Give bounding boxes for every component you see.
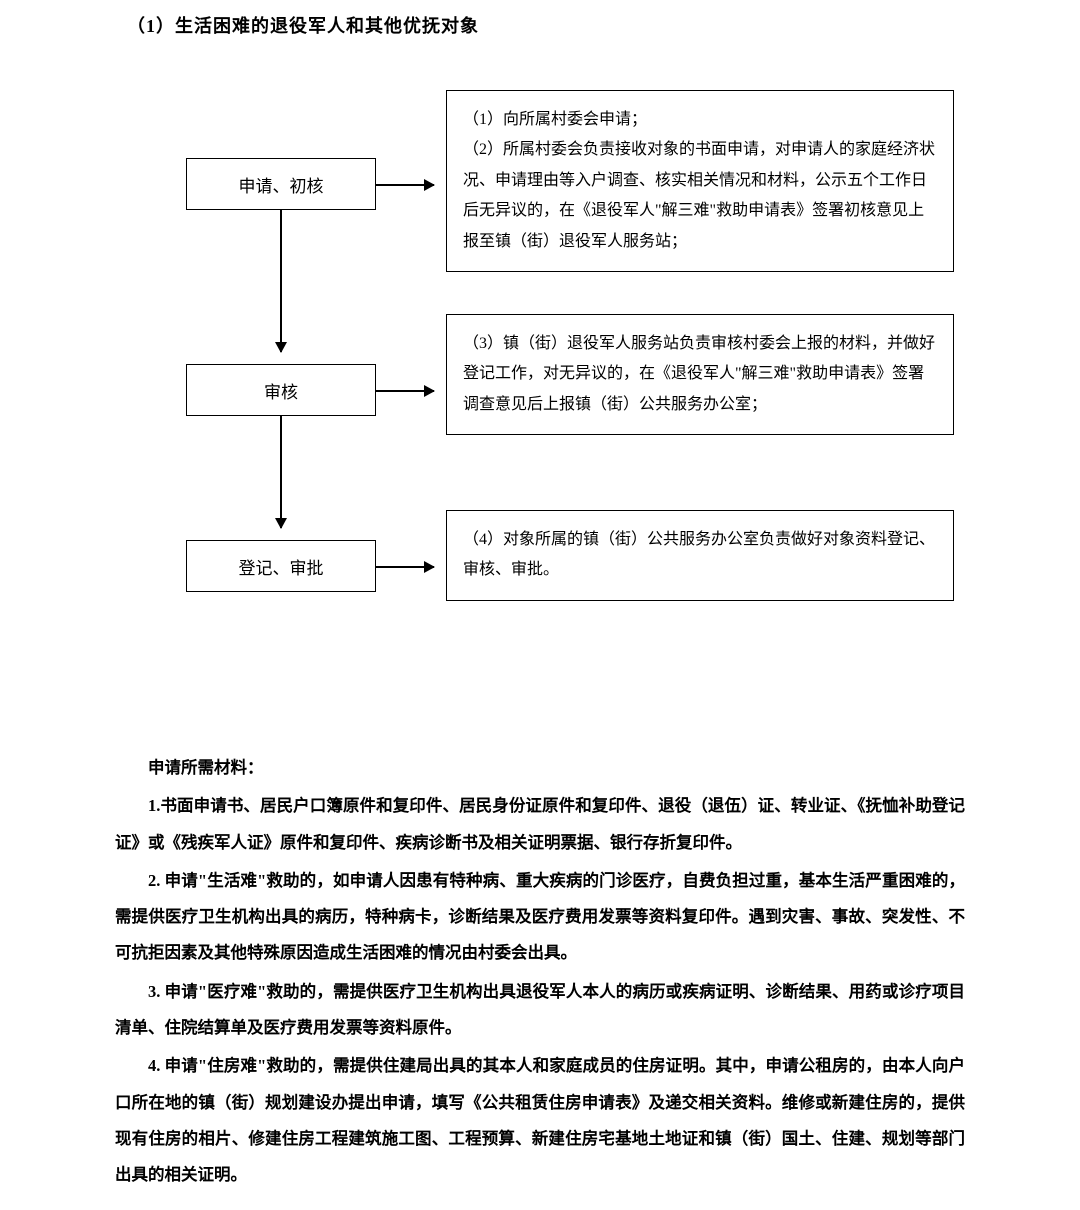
- materials-item-4: 4. 申请"住房难"救助的，需提供住建局出具的其本人和家庭成员的住房证明。其中，…: [115, 1048, 965, 1193]
- materials-item-2: 2. 申请"生活难"救助的，如申请人因患有特种病、重大疾病的门诊医疗，自费负担过…: [115, 863, 965, 972]
- materials-item-1: 1.书面申请书、居民户口簿原件和复印件、居民身份证原件和复印件、退役（退伍）证、…: [115, 788, 965, 861]
- desc-stage-1: （1）向所属村委会申请； （2）所属村委会负责接收对象的书面申请，对申请人的家庭…: [446, 90, 954, 272]
- desc-stage-3: （4）对象所属的镇（街）公共服务办公室负责做好对象资料登记、审核、审批。: [446, 510, 954, 601]
- desc-stage-3-text: （4）对象所属的镇（街）公共服务办公室负责做好对象资料登记、审核、审批。: [463, 531, 935, 578]
- desc-stage-2: （3）镇（街）退役军人服务站负责审核村委会上报的材料，并做好登记工作，对无异议的…: [446, 314, 954, 435]
- flowchart-container: 申请、初核 （1）向所属村委会申请； （2）所属村委会负责接收对象的书面申请，对…: [0, 90, 1080, 650]
- arrow-down-1-2: [280, 210, 282, 352]
- process-stage-2: 审核: [186, 364, 376, 416]
- process-stage-2-label: 审核: [264, 378, 298, 403]
- materials-item-3: 3. 申请"医疗难"救助的，需提供医疗卫生机构出具退役军人本人的病历或疾病证明、…: [115, 974, 965, 1047]
- desc-stage-1-text: （1）向所属村委会申请； （2）所属村委会负责接收对象的书面申请，对申请人的家庭…: [463, 111, 935, 250]
- process-stage-1-label: 申请、初核: [239, 172, 324, 197]
- arrow-down-2-3: [280, 416, 282, 528]
- arrow-stage-1-right: [376, 184, 434, 186]
- process-stage-3: 登记、审批: [186, 540, 376, 592]
- materials-heading: 申请所需材料：: [115, 750, 965, 786]
- arrow-stage-3-right: [376, 566, 434, 568]
- arrow-stage-2-right: [376, 390, 434, 392]
- materials-section: 申请所需材料： 1.书面申请书、居民户口簿原件和复印件、居民身份证原件和复印件、…: [115, 750, 965, 1196]
- process-stage-1: 申请、初核: [186, 158, 376, 210]
- page-title: （1）生活困难的退役军人和其他优抚对象: [127, 12, 479, 38]
- process-stage-3-label: 登记、审批: [239, 554, 324, 579]
- desc-stage-2-text: （3）镇（街）退役军人服务站负责审核村委会上报的材料，并做好登记工作，对无异议的…: [463, 335, 935, 413]
